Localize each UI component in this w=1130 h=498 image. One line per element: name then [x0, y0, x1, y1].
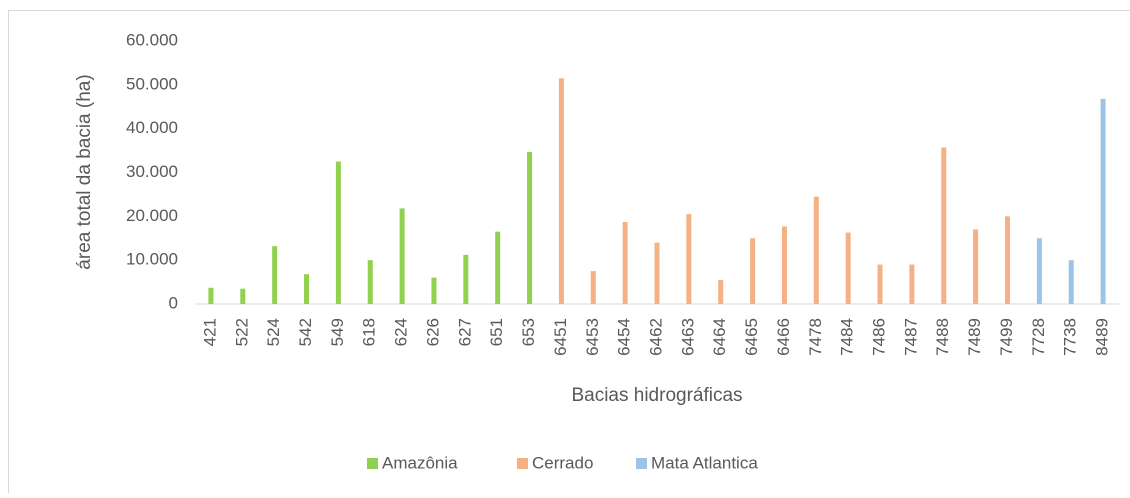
x-axis-label: Bacias hidrográficas	[571, 385, 742, 406]
x-tick-label: 421	[200, 318, 219, 346]
bar	[718, 280, 723, 304]
bar	[368, 260, 373, 304]
bar	[1005, 216, 1010, 304]
x-tick-label: 6454	[615, 318, 634, 356]
bar	[878, 265, 883, 304]
x-tick-label: 7487	[901, 318, 920, 356]
bar	[591, 271, 596, 304]
x-tick-label: 626	[423, 318, 442, 346]
x-tick-label: 7478	[806, 318, 825, 356]
bar	[782, 226, 787, 304]
bar	[655, 243, 660, 304]
x-tick-label: 8489	[1093, 318, 1112, 356]
bar	[240, 289, 245, 304]
y-tick-label: 60.000	[126, 30, 178, 49]
legend-label: Mata Atlantica	[651, 453, 758, 472]
x-tick-label: 6465	[742, 318, 761, 356]
bar	[814, 197, 819, 304]
x-tick-label: 6462	[646, 318, 665, 356]
bar	[1037, 238, 1042, 304]
x-tick-label: 524	[264, 318, 283, 346]
y-tick-label: 0	[169, 293, 178, 312]
x-tick-label: 7488	[933, 318, 952, 356]
x-tick-label: 7489	[965, 318, 984, 356]
bar	[304, 274, 309, 304]
x-tick-label: 624	[392, 318, 411, 346]
x-tick-label: 6466	[774, 318, 793, 356]
y-tick-label: 30.000	[126, 162, 178, 181]
bar	[909, 265, 914, 304]
y-tick-label: 50.000	[126, 74, 178, 93]
y-tick-label: 10.000	[126, 250, 178, 269]
bar	[973, 229, 978, 304]
x-tick-label: 522	[232, 318, 251, 346]
legend-label: Amazônia	[382, 453, 458, 472]
bar	[208, 288, 213, 304]
x-tick-label: 7738	[1061, 318, 1080, 356]
bar	[431, 278, 436, 304]
legend-swatch	[367, 458, 378, 469]
bar	[559, 78, 564, 304]
x-tick-label: 6463	[678, 318, 697, 356]
bar	[750, 238, 755, 304]
x-tick-label: 6464	[710, 318, 729, 356]
y-tick-label: 20.000	[126, 206, 178, 225]
x-tick-label: 549	[328, 318, 347, 346]
bar	[1069, 260, 1074, 304]
x-tick-label: 7486	[870, 318, 889, 356]
bar	[623, 222, 628, 304]
legend-swatch	[517, 458, 528, 469]
x-tick-label: 6451	[551, 318, 570, 356]
x-tick-label: 542	[296, 318, 315, 346]
bar	[1101, 99, 1106, 304]
bar	[846, 233, 851, 304]
y-axis-label: área total da bacia (ha)	[74, 74, 95, 269]
y-tick-label: 40.000	[126, 118, 178, 137]
bar	[336, 162, 341, 304]
legend-label: Cerrado	[532, 453, 593, 472]
bar	[400, 208, 405, 304]
x-tick-label: 7728	[1029, 318, 1048, 356]
bar	[941, 148, 946, 304]
x-tick-label: 653	[519, 318, 538, 346]
x-tick-label: 7484	[838, 318, 857, 356]
bar	[463, 255, 468, 304]
bar	[686, 214, 691, 304]
bar	[495, 232, 500, 304]
x-tick-label: 627	[455, 318, 474, 346]
x-tick-label: 651	[487, 318, 506, 346]
x-tick-label: 6453	[583, 318, 602, 356]
x-tick-label: 7499	[997, 318, 1016, 356]
bar	[272, 246, 277, 304]
legend-swatch	[636, 458, 647, 469]
x-tick-label: 618	[360, 318, 379, 346]
bar	[527, 152, 532, 304]
